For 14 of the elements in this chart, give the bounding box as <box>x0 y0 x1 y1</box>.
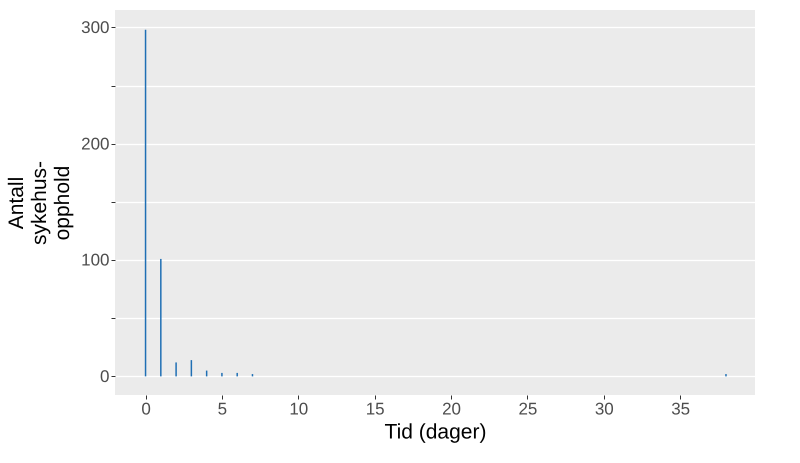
y-axis-title: Antall sykehus- opphold <box>5 160 74 246</box>
x-tick-label: 20 <box>442 400 461 418</box>
x-tick-label: 30 <box>594 400 614 418</box>
x-tick-label: 25 <box>518 400 538 418</box>
y-tick-label: 0 <box>100 366 110 386</box>
y-tick-label: 200 <box>81 134 110 154</box>
x-tick-label: 35 <box>671 400 690 418</box>
y-tick-label: 300 <box>81 18 110 37</box>
x-tick-label: 0 <box>141 400 151 418</box>
x-tick-label: 15 <box>366 400 385 418</box>
x-tick-label: 5 <box>218 400 228 418</box>
y-tick-label: 100 <box>81 250 110 270</box>
x-tick-label: 10 <box>289 400 308 418</box>
x-axis-title: Tid (dager) <box>384 420 486 444</box>
